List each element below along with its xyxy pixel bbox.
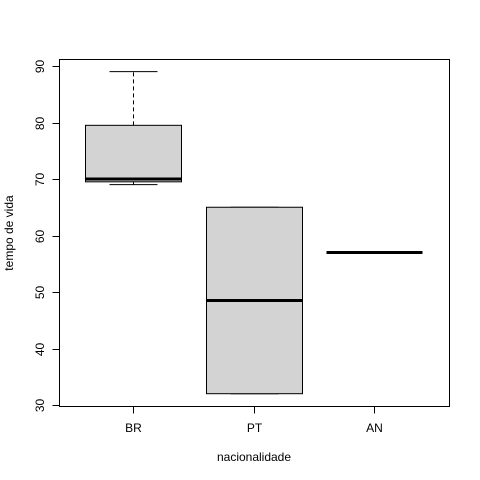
y-tick-label: 90 bbox=[33, 60, 47, 74]
x-tick-label: PT bbox=[247, 421, 263, 435]
x-axis: BR PT AN bbox=[125, 406, 383, 435]
x-axis-title: nacionalidade bbox=[217, 450, 291, 464]
x-tick-label: BR bbox=[125, 421, 142, 435]
y-tick-label: 80 bbox=[33, 117, 47, 131]
y-tick-label: 70 bbox=[33, 173, 47, 187]
y-tick-label: 60 bbox=[33, 230, 47, 244]
y-axis-title: tempo de vida bbox=[2, 195, 16, 271]
y-tick-label: 30 bbox=[33, 399, 47, 413]
box-pt bbox=[206, 206, 303, 395]
y-tick-label: 40 bbox=[33, 343, 47, 357]
box-br bbox=[85, 71, 182, 186]
x-tick-label: AN bbox=[366, 421, 383, 435]
boxes bbox=[85, 71, 423, 395]
y-tick-label: 50 bbox=[33, 286, 47, 300]
y-axis: 30 40 50 60 70 80 90 bbox=[33, 60, 60, 413]
box-iqr bbox=[85, 124, 182, 183]
